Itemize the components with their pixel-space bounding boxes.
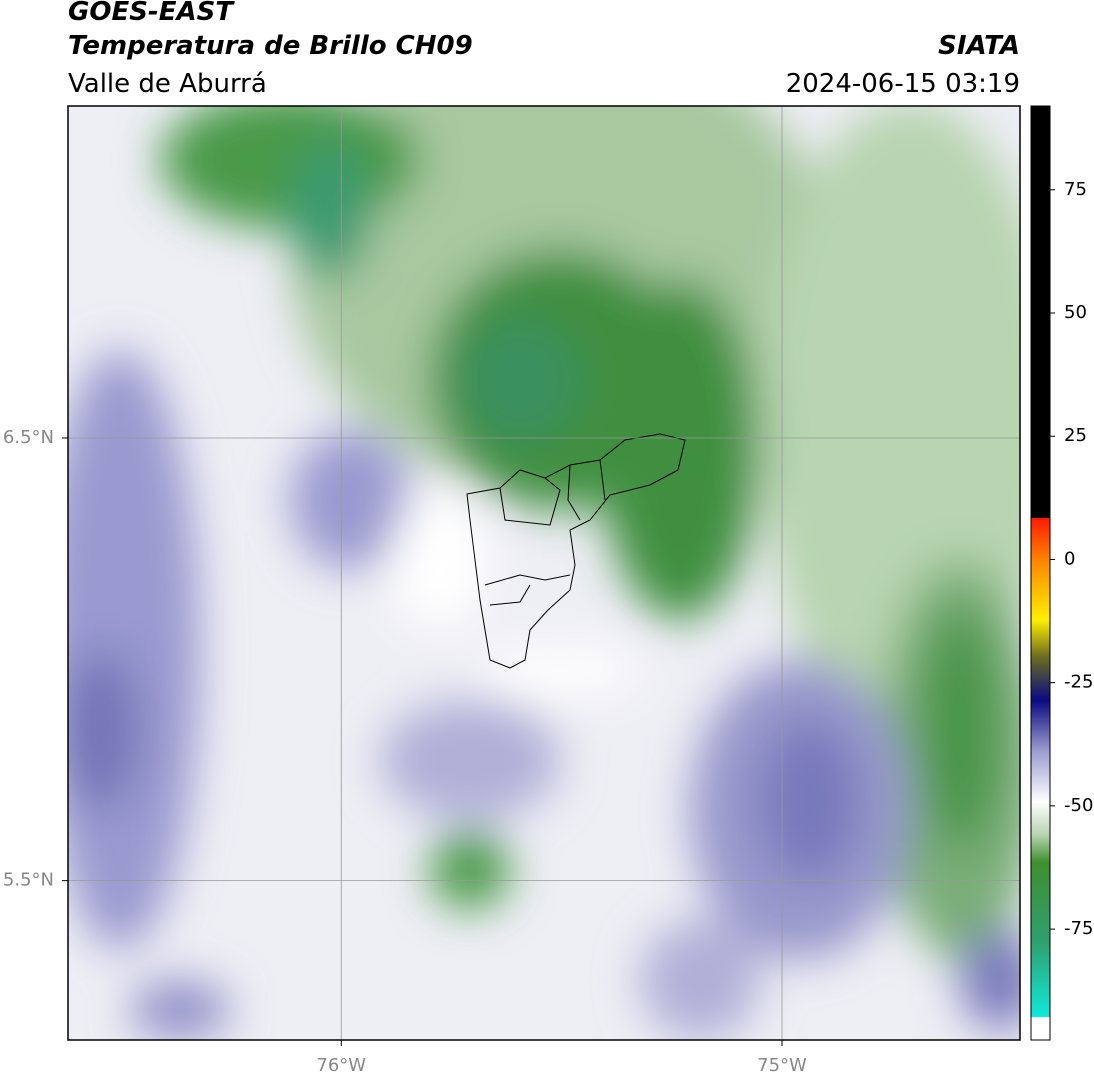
- y-tick-label: 6.5°N: [3, 427, 54, 448]
- valley-boundary: [466, 433, 686, 669]
- title: GOES-EAST: [68, 0, 235, 27]
- map-frame: [67, 105, 1021, 1041]
- colorbar-tick-label: 50: [1064, 302, 1087, 323]
- source: SIATA: [938, 31, 1020, 61]
- colorbar-tick-label: -50: [1064, 795, 1093, 816]
- colorbar-tick-label: 25: [1064, 425, 1087, 446]
- colorbar-tick-label: 0: [1064, 548, 1075, 569]
- subtitle: Temperatura de Brillo CH09: [68, 31, 473, 61]
- colorbar-tick-label: -75: [1064, 918, 1093, 939]
- datetime: 2024-06-15 03:19: [786, 69, 1020, 99]
- colorbar-tick-label: 75: [1064, 179, 1087, 200]
- colorbar: [1030, 105, 1051, 1041]
- grid: [68, 106, 1020, 1040]
- y-tick-label: 5.5°N: [3, 870, 54, 891]
- brightness-field: [68, 106, 1020, 1040]
- x-tick-label: 75°W: [757, 1055, 807, 1076]
- colorbar-tick-label: -25: [1064, 672, 1093, 693]
- x-tick-label: 76°W: [316, 1055, 366, 1076]
- region: Valle de Aburrá: [68, 69, 267, 99]
